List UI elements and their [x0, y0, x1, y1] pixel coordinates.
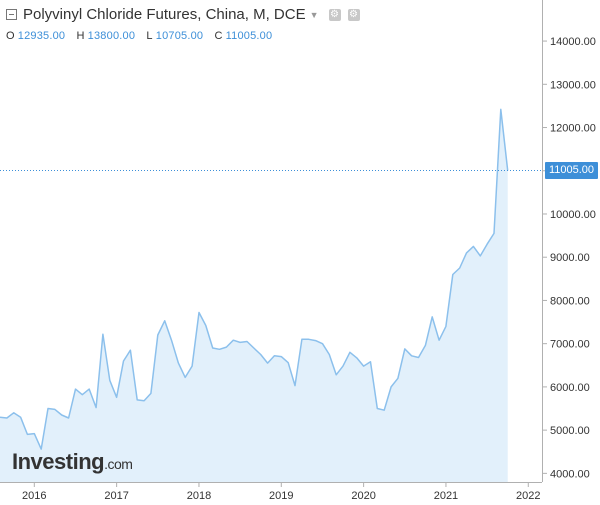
brand-name: Investing — [12, 449, 105, 474]
y-tick-label: 8000.00 — [550, 295, 590, 307]
y-tick-label: 6000.00 — [550, 382, 590, 394]
ohlc-high-value: 13800.00 — [87, 30, 136, 42]
y-tick-label: 14000.00 — [550, 36, 596, 48]
ohlc-close-value: 11005.00 — [225, 30, 273, 42]
y-tick-label: 12000.00 — [550, 123, 596, 135]
x-tick-label: 2016 — [22, 490, 46, 502]
chart-header: Polyvinyl Chloride Futures, China, M, DC… — [6, 6, 360, 23]
last-price-badge: 11005.00 — [545, 162, 598, 180]
ohlc-close-key: C — [214, 30, 223, 42]
ohlc-low-key: L — [146, 30, 153, 42]
ohlc-open-key: O — [6, 30, 15, 42]
ohlc-open-value: 12935.00 — [17, 30, 66, 42]
x-tick-label: 2017 — [104, 490, 128, 502]
x-axis: 2016 2017 2018 2019 2020 2021 2022 — [22, 482, 541, 502]
x-tick-label: 2019 — [269, 490, 293, 502]
brand-suffix: .com — [104, 456, 133, 472]
y-tick-label: 13000.00 — [550, 79, 596, 91]
collapse-icon[interactable] — [6, 9, 17, 20]
y-axis: 4000.00 5000.00 6000.00 7000.00 8000.00 9000.… — [542, 36, 596, 480]
ohlc-readout: O 12935.00 H 13800.00 L 10705.00 C 11005.00 — [6, 30, 280, 42]
y-tick-label: 5000.00 — [550, 425, 590, 437]
brand-logo: Investing.com — [12, 449, 133, 475]
y-tick-label: 10000.00 — [550, 209, 596, 221]
price-line — [0, 108, 509, 450]
ohlc-low-value: 10705.00 — [155, 30, 204, 42]
price-area-fill — [0, 109, 508, 483]
y-tick-label: 7000.00 — [550, 339, 590, 351]
x-tick-label: 2022 — [516, 490, 540, 502]
ohlc-high-key: H — [76, 30, 85, 42]
y-tick-label: 4000.00 — [550, 468, 590, 480]
x-tick-label: 2018 — [187, 490, 211, 502]
chart-title: Polyvinyl Chloride Futures, China, M, DC… — [23, 6, 306, 23]
gear-icon[interactable]: ⚙ — [347, 8, 360, 21]
x-tick-label: 2021 — [434, 490, 458, 502]
y-tick-label: 9000.00 — [550, 252, 590, 264]
x-tick-label: 2020 — [351, 490, 375, 502]
settings-icon[interactable]: ⚙ — [328, 8, 341, 21]
chevron-down-icon[interactable]: ▼ — [309, 9, 319, 20]
